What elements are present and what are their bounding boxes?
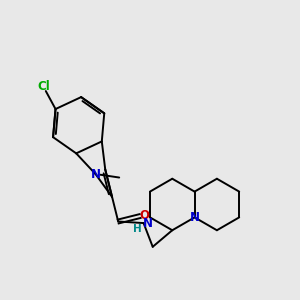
Text: Cl: Cl <box>37 80 50 93</box>
Text: H: H <box>133 224 142 234</box>
Text: N: N <box>91 167 100 181</box>
Text: O: O <box>139 208 149 222</box>
Text: N: N <box>190 211 200 224</box>
Text: N: N <box>142 217 152 230</box>
